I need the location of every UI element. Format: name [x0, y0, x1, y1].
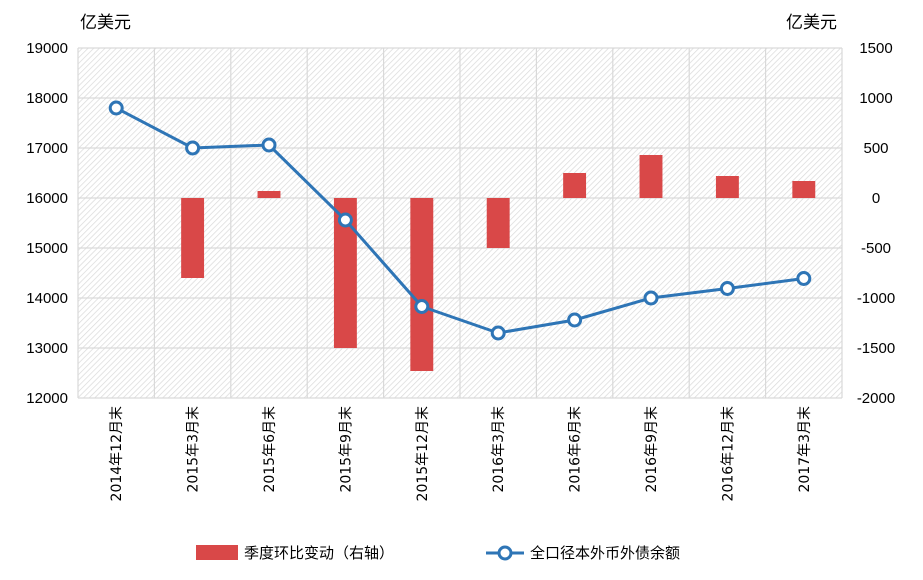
right-axis-unit: 亿美元: [786, 13, 837, 33]
left-tick-label: 16000: [26, 190, 68, 207]
x-tick-label: 2017年3月末: [797, 406, 813, 493]
line-point: [567, 312, 583, 328]
legend: 季度环比变动（右轴） 全口径本外币外债余额: [196, 544, 680, 562]
line-point: [490, 325, 506, 341]
right-tick-label: 0: [872, 190, 880, 207]
legend-line-marker: [497, 545, 513, 561]
left-tick-label: 12000: [26, 390, 68, 407]
right-tick-label: -500: [861, 240, 891, 257]
line-series: [108, 100, 812, 341]
x-tick-label: 2015年3月末: [186, 406, 202, 493]
x-tick-label: 2016年6月末: [568, 406, 584, 493]
bar: [486, 198, 510, 248]
bar-series: [181, 155, 816, 371]
right-tick-label: 500: [863, 140, 888, 157]
left-tick-label: 19000: [26, 40, 68, 57]
bar: [257, 191, 281, 198]
right-tick-label: 1500: [859, 40, 892, 57]
left-tick-label: 17000: [26, 140, 68, 157]
line-point: [796, 271, 812, 286]
left-axis-unit: 亿美元: [80, 13, 131, 33]
right-tick-label: -1500: [857, 340, 895, 357]
x-tick-label: 2016年9月末: [644, 406, 660, 493]
bar: [792, 181, 816, 198]
bar: [715, 176, 739, 198]
right-tick-label: 1000: [859, 90, 892, 107]
line-point: [185, 140, 201, 156]
right-axis: -2000 -1500 -1000 -500 0 500 1000 1500: [857, 40, 895, 407]
right-tick-label: -1000: [857, 290, 895, 307]
x-tick-label: 2015年12月末: [415, 406, 431, 501]
right-tick-label: -2000: [857, 390, 895, 407]
x-tick-label: 2016年12月末: [720, 406, 736, 501]
grid: [77, 47, 843, 399]
bar: [639, 155, 663, 198]
bar: [410, 198, 434, 371]
line-point: [108, 100, 124, 116]
line-point: [643, 290, 659, 306]
x-tick-label: 2016年3月末: [491, 406, 507, 493]
bar: [333, 198, 357, 348]
x-tick-label: 2014年12月末: [109, 406, 125, 501]
legend-bar-swatch: [196, 545, 238, 560]
line-point: [261, 137, 277, 153]
series-line: [115, 106, 804, 335]
x-axis: 2014年12月末 2015年3月末 2015年6月末 2015年9月末 2015年12…: [109, 406, 813, 501]
x-tick-label: 2015年6月末: [262, 406, 278, 493]
line-point: [337, 212, 353, 228]
left-axis: 12000 13000 14000 15000 16000 17000 18000 19000: [26, 40, 68, 407]
left-tick-label: 15000: [26, 240, 68, 257]
bar: [181, 198, 205, 278]
x-tick-label: 2015年9月末: [338, 406, 354, 493]
line-point: [414, 299, 430, 314]
legend-line-label: 全口径本外币外债余额: [530, 544, 680, 562]
line-point: [719, 281, 735, 296]
left-tick-label: 14000: [26, 290, 68, 307]
bar: [563, 173, 587, 198]
left-tick-label: 18000: [26, 90, 68, 107]
left-tick-label: 13000: [26, 340, 68, 357]
legend-bar-label: 季度环比变动（右轴）: [244, 544, 394, 562]
